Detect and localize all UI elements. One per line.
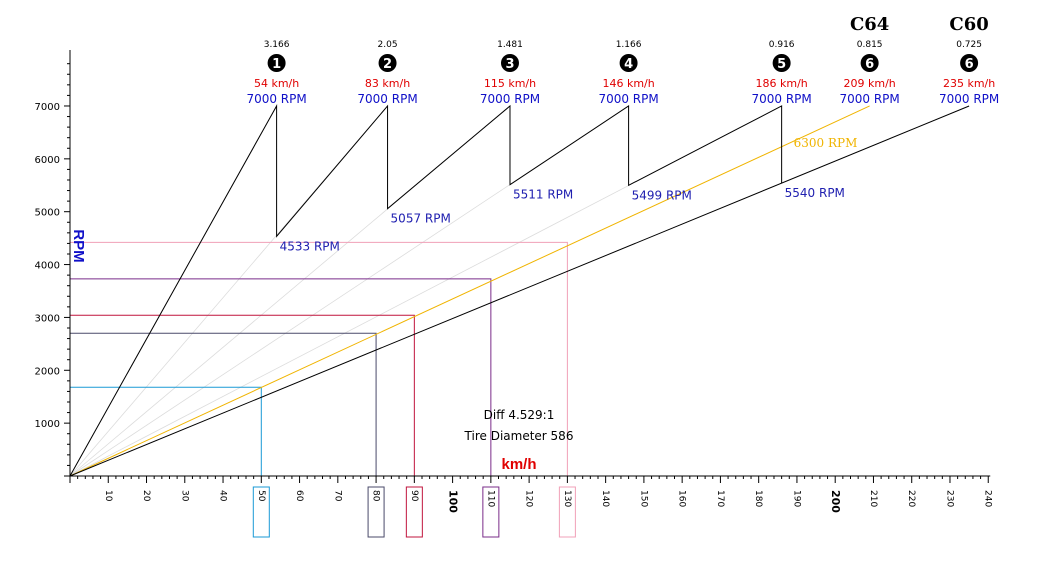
y-tick-label-3000: 3000 — [35, 313, 60, 324]
marker-line-80 — [70, 332, 377, 476]
gear-2-badge-number: 2 — [383, 57, 392, 72]
sixth-C60-top-rpm: 7000 RPM — [939, 92, 999, 106]
sixth-C60-ratio: 0.725 — [956, 40, 982, 50]
x-tick-label-170: 170 — [715, 490, 725, 507]
sixth-gear-name-C64: C64 — [850, 14, 889, 35]
x-tick-label-50: 50 — [256, 490, 266, 502]
x-axis-label: km/h — [501, 456, 536, 473]
gear-3-top-speed: 115 km/h — [484, 77, 536, 90]
x-tick-label-120: 120 — [524, 490, 534, 507]
gear-2-top-rpm: 7000 RPM — [357, 92, 417, 106]
gear-4-top-speed: 146 km/h — [602, 77, 654, 90]
gear-1-badge-circle — [267, 54, 286, 72]
gear-5-top-speed: 186 km/h — [756, 77, 808, 90]
marker-line-110 — [70, 278, 492, 476]
x-tick-label-230: 230 — [944, 490, 954, 507]
y-tick-label-7000: 7000 — [35, 102, 60, 113]
sixth-C60-badge-circle — [960, 54, 979, 72]
gear-3-ratio: 1.481 — [497, 40, 523, 50]
x-tick-label-80: 80 — [371, 490, 381, 502]
sixth-C60-badge-number: 6 — [965, 57, 974, 72]
sixth-gear-line-C60 — [69, 105, 970, 477]
annotation-6300-rpm: 6300 RPM — [794, 136, 858, 150]
y-tick-label-5000: 5000 — [35, 208, 60, 219]
gear-1-ratio: 3.166 — [264, 40, 290, 50]
gear-5-top-rpm: 7000 RPM — [751, 92, 811, 106]
sixth-gear-line-C64 — [69, 105, 870, 477]
x-tick-label-100: 100 — [447, 490, 460, 513]
x-tick-label-150: 150 — [638, 490, 648, 507]
info-diff: Diff 4.529:1 — [484, 408, 555, 422]
x-tick-label-240: 240 — [983, 490, 993, 507]
sixth-C64-badge-circle — [860, 54, 879, 72]
x-tick-label-160: 160 — [677, 490, 687, 507]
marker-box-50 — [252, 486, 270, 538]
info-tire: Tire Diameter 586 — [464, 429, 574, 443]
y-axis-label: RPM — [70, 229, 87, 262]
gear-4-badge-number: 4 — [624, 57, 633, 72]
gear-3-badge-circle — [500, 54, 519, 72]
gear-2-top-speed: 83 km/h — [365, 77, 410, 90]
x-tick-label-110: 110 — [485, 490, 495, 507]
marker-line-90 — [70, 314, 415, 476]
gear-3-top-rpm: 7000 RPM — [480, 92, 540, 106]
x-tick-label-180: 180 — [753, 490, 763, 507]
labels-layer: 3.166 1 54 km/h 7000 RPM 4533 RPM 2.05 2 83 km/… — [246, 14, 999, 253]
x-tick-label-210: 210 — [868, 490, 878, 507]
sixth-C64-ratio: 0.815 — [857, 40, 883, 50]
y-tick-label-4000: 4000 — [35, 261, 60, 272]
gear-4-ratio: 1.166 — [616, 40, 642, 50]
y-tick-label-2000: 2000 — [35, 366, 60, 377]
marker-box-90 — [405, 486, 423, 538]
drop-rpm-gear-2: 5057 RPM — [391, 212, 451, 226]
drop-rpm-gear-4: 5499 RPM — [632, 188, 692, 202]
x-tick-label-200: 200 — [829, 490, 842, 513]
marker-box-110 — [482, 486, 500, 538]
x-tick-label-220: 220 — [906, 490, 916, 507]
drop-rpm-gear-1: 4533 RPM — [280, 239, 340, 253]
drop-rpm-gear-5: 5540 RPM — [785, 186, 845, 200]
gear-3-badge-number: 3 — [505, 57, 514, 72]
x-tick-label-70: 70 — [332, 490, 342, 502]
x-tick-label-40: 40 — [218, 490, 228, 502]
x-tick-label-140: 140 — [600, 490, 610, 507]
x-tick-label-90: 90 — [409, 490, 419, 502]
gear-1-top-speed: 54 km/h — [254, 77, 299, 90]
x-tick-label-190: 190 — [791, 490, 801, 507]
sixth-gear-name-C60: C60 — [949, 14, 988, 35]
gear-2-ratio: 2.05 — [378, 40, 398, 50]
x-tick-label-30: 30 — [179, 490, 189, 502]
gear-sawtooth-line — [69, 104, 783, 477]
marker-box-130 — [558, 486, 576, 538]
y-tick-label-6000: 6000 — [35, 155, 60, 166]
gear-4-top-rpm: 7000 RPM — [598, 92, 658, 106]
gear-5-badge-number: 5 — [777, 57, 786, 72]
gear-5-ratio: 0.916 — [769, 40, 795, 50]
gear-2-badge-circle — [378, 54, 397, 72]
x-tick-label-10: 10 — [103, 490, 113, 502]
marker-box-80 — [367, 486, 385, 538]
gear-5-badge-circle — [772, 54, 791, 72]
drop-rpm-gear-3: 5511 RPM — [513, 188, 573, 202]
gear-1-badge-number: 1 — [272, 57, 281, 72]
y-tick-label-1000: 1000 — [35, 419, 60, 430]
sixth-C64-top-rpm: 7000 RPM — [839, 92, 899, 106]
marker-line-130 — [70, 241, 568, 476]
x-tick-label-130: 130 — [562, 490, 572, 507]
sixth-C64-top-speed: 209 km/h — [844, 77, 896, 90]
axes-layer: 1000 2000 3000 4000 5000 6000 7000 10 20 30 40 50 60… — [35, 50, 993, 513]
x-tick-label-20: 20 — [141, 490, 151, 502]
gear-4-badge-circle — [619, 54, 638, 72]
sixth-C60-top-speed: 235 km/h — [943, 77, 995, 90]
sixth-C64-badge-number: 6 — [865, 57, 874, 72]
x-tick-label-60: 60 — [294, 490, 304, 502]
gear-1-top-rpm: 7000 RPM — [246, 92, 306, 106]
gear-lines-layer — [69, 104, 970, 477]
